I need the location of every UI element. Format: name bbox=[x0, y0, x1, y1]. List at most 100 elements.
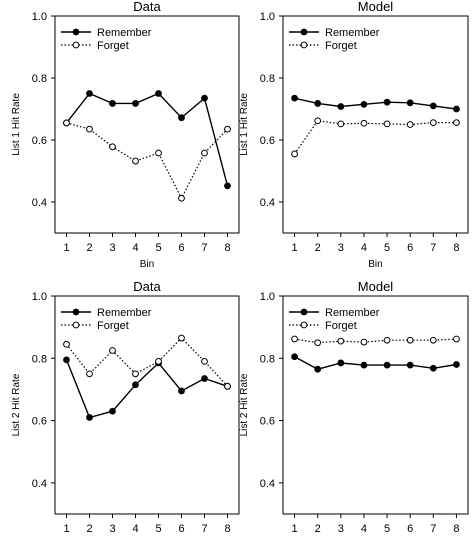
y-axis-label: List 2 Hit Rate bbox=[11, 373, 22, 436]
data-point-remember bbox=[178, 387, 185, 395]
data-point-forget bbox=[63, 119, 70, 127]
data-point-forget bbox=[429, 336, 437, 344]
plot-frame bbox=[54, 295, 240, 515]
y-tick-label: 0.6 bbox=[32, 135, 47, 147]
series-line-forget bbox=[294, 120, 457, 155]
x-tick-label: 8 bbox=[224, 242, 230, 254]
x-tick-label: 2 bbox=[86, 523, 92, 535]
x-tick-label: 1 bbox=[63, 242, 69, 254]
legend-label: Forget bbox=[97, 40, 129, 52]
data-point-forget bbox=[453, 119, 460, 127]
data-point-forget bbox=[224, 382, 231, 390]
legend-label: Forget bbox=[325, 40, 357, 52]
x-tick-label: 7 bbox=[430, 242, 436, 254]
series-line-forget bbox=[294, 338, 457, 344]
data-point-remember bbox=[291, 94, 298, 102]
legend-label: Remember bbox=[97, 27, 152, 39]
x-tick-label: 1 bbox=[63, 523, 69, 535]
legend-label: Forget bbox=[97, 320, 129, 332]
data-point-forget bbox=[314, 339, 322, 347]
x-tick-label: 4 bbox=[361, 523, 367, 535]
data-point-forget bbox=[63, 340, 70, 348]
data-point-remember bbox=[453, 105, 460, 113]
legend-marker-forget bbox=[300, 41, 308, 49]
data-point-forget bbox=[406, 336, 414, 344]
y-tick-label: 0.6 bbox=[260, 135, 275, 147]
x-tick-label: 8 bbox=[453, 523, 459, 535]
data-point-remember bbox=[429, 364, 437, 372]
x-tick-label: 6 bbox=[178, 242, 184, 254]
data-point-remember bbox=[453, 361, 460, 368]
data-point-remember bbox=[132, 381, 139, 389]
series-line-remember bbox=[294, 356, 457, 370]
x-tick-label: 5 bbox=[155, 523, 161, 535]
data-point-remember bbox=[109, 407, 116, 415]
data-point-forget bbox=[291, 335, 298, 343]
chart-panel-2: Model 0.4 0.6 0.8 1.0 1 2 3 4 5 6 7 8 Bin List 1 Hit R… bbox=[239, 0, 469, 270]
y-tick-label: 0.8 bbox=[260, 353, 275, 365]
chart-title: Model bbox=[358, 0, 394, 14]
x-tick-label: 3 bbox=[109, 242, 115, 254]
data-point-remember bbox=[109, 100, 116, 107]
data-point-forget bbox=[109, 143, 116, 151]
data-point-forget bbox=[337, 337, 345, 345]
x-tick-label: 8 bbox=[453, 242, 459, 254]
data-point-remember bbox=[360, 361, 368, 369]
data-point-remember bbox=[224, 182, 231, 190]
data-point-forget bbox=[155, 358, 162, 365]
legend-label: Forget bbox=[325, 320, 357, 332]
x-tick-label: 6 bbox=[178, 523, 184, 535]
data-point-remember bbox=[406, 99, 414, 107]
data-point-remember bbox=[291, 353, 298, 361]
data-point-forget bbox=[109, 347, 116, 354]
data-point-forget bbox=[201, 149, 208, 157]
y-tick-label: 0.6 bbox=[32, 416, 47, 428]
data-point-remember bbox=[201, 375, 208, 382]
plot-frame bbox=[54, 15, 240, 234]
data-point-remember bbox=[178, 114, 185, 122]
x-axis-label: Bin bbox=[368, 259, 382, 270]
legend-label: Remember bbox=[325, 27, 380, 39]
data-point-forget bbox=[86, 370, 93, 378]
x-tick-label: 3 bbox=[109, 523, 115, 535]
legend-marker-remember bbox=[300, 308, 308, 316]
data-point-forget bbox=[406, 121, 414, 128]
data-point-remember bbox=[155, 90, 162, 97]
y-tick-label: 0.8 bbox=[32, 353, 47, 365]
x-tick-label: 5 bbox=[384, 523, 390, 535]
legend-marker-remember bbox=[300, 28, 308, 36]
y-tick-label: 0.4 bbox=[260, 197, 275, 209]
legend-label: Remember bbox=[325, 307, 380, 319]
x-tick-label: 2 bbox=[86, 242, 92, 254]
series-line-remember bbox=[65, 359, 228, 419]
data-point-remember bbox=[383, 361, 391, 369]
data-point-forget bbox=[132, 370, 139, 378]
x-tick-label: 6 bbox=[407, 242, 413, 254]
x-tick-label: 6 bbox=[407, 523, 413, 535]
data-point-remember bbox=[360, 100, 368, 108]
data-point-remember bbox=[86, 90, 93, 97]
x-tick-label: 7 bbox=[201, 523, 207, 535]
legend-marker-forget bbox=[72, 321, 80, 329]
legend-marker-forget bbox=[72, 41, 80, 49]
series-line-forget bbox=[66, 337, 228, 387]
y-axis-label: List 1 Hit Rate bbox=[239, 93, 250, 156]
data-point-remember bbox=[383, 98, 391, 106]
x-tick-label: 3 bbox=[338, 242, 344, 254]
data-point-forget bbox=[132, 157, 139, 165]
y-tick-label: 0.8 bbox=[32, 73, 47, 85]
plot-frame bbox=[282, 295, 469, 515]
y-tick-label: 1.0 bbox=[32, 291, 47, 303]
x-tick-label: 8 bbox=[224, 523, 230, 535]
data-point-remember bbox=[314, 365, 322, 373]
y-axis-label: List 2 Hit Rate bbox=[239, 373, 250, 436]
data-point-remember bbox=[63, 356, 70, 364]
x-tick-label: 7 bbox=[430, 523, 436, 535]
data-point-remember bbox=[201, 94, 208, 102]
data-point-forget bbox=[453, 335, 460, 343]
data-point-forget bbox=[314, 117, 322, 125]
x-axis-label: Bin bbox=[140, 259, 154, 270]
y-tick-label: 1.0 bbox=[260, 11, 275, 23]
y-tick-label: 0.6 bbox=[260, 416, 275, 428]
